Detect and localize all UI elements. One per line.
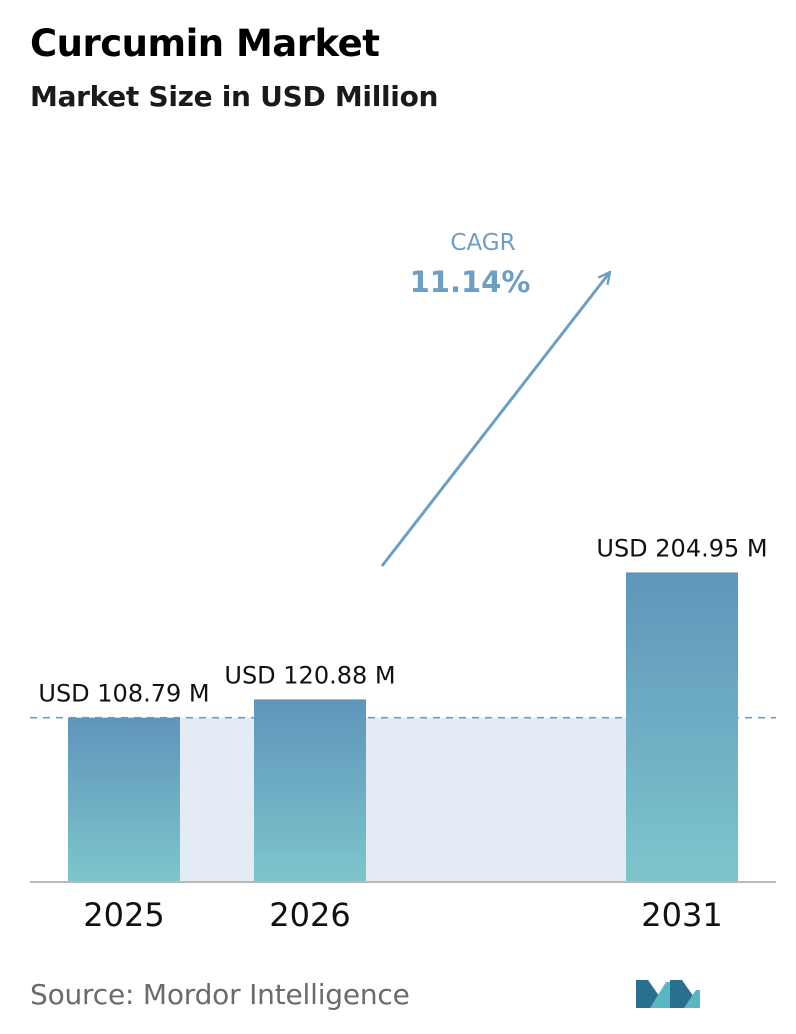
value-label-2025: USD 108.79 M — [38, 680, 209, 708]
cagr-arrow — [380, 272, 610, 567]
cagr-label: CAGR — [450, 230, 515, 256]
value-label-2026: USD 120.88 M — [224, 661, 395, 689]
chart-title: Curcumin Market — [30, 22, 380, 65]
tick-label-2031: 2031 — [641, 896, 722, 934]
chart-subtitle: Market Size in USD Million — [30, 80, 439, 113]
tick-label-2025: 2025 — [83, 896, 164, 934]
bar-2026 — [254, 699, 366, 882]
bar-2025 — [68, 717, 180, 882]
tick-label-2026: 2026 — [269, 896, 350, 934]
source-text: Source: Mordor Intelligence — [30, 978, 410, 1011]
value-label-2031: USD 204.95 M — [596, 534, 767, 562]
bar-2031 — [626, 572, 738, 882]
cagr-value: 11.14% — [410, 265, 531, 299]
mordor-logo-icon — [636, 980, 700, 1008]
